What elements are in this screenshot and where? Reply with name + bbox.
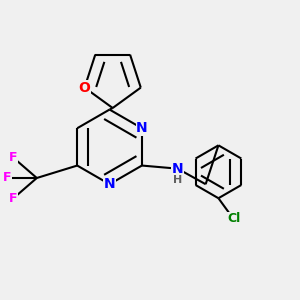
Text: N: N bbox=[136, 121, 148, 135]
Text: Cl: Cl bbox=[227, 212, 241, 225]
Text: F: F bbox=[9, 151, 18, 164]
Text: F: F bbox=[3, 172, 11, 184]
Text: O: O bbox=[79, 81, 91, 94]
Text: N: N bbox=[172, 162, 184, 176]
Text: F: F bbox=[9, 192, 18, 205]
Text: N: N bbox=[104, 177, 116, 191]
Text: H: H bbox=[173, 176, 182, 185]
